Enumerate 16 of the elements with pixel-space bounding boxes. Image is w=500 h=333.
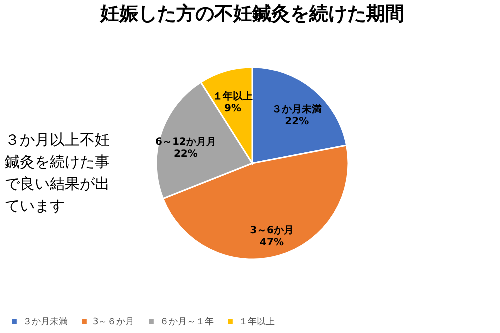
legend-label: ６か月～１年 bbox=[160, 316, 214, 328]
legend-label: １年以上 bbox=[239, 316, 275, 328]
text: で良い結果が出 bbox=[5, 175, 110, 193]
text: 6～12か月月 bbox=[155, 136, 216, 148]
data-label: 22% bbox=[285, 116, 310, 128]
text: 3～6か月 bbox=[250, 226, 294, 237]
data-label: 47% bbox=[260, 238, 284, 249]
data-label: 22% bbox=[174, 148, 198, 160]
data-label: 9% bbox=[224, 103, 242, 114]
text: 鍼灸を続けた事 bbox=[5, 153, 110, 171]
text: ています bbox=[5, 197, 65, 215]
slice-label: ３か月未満 bbox=[272, 104, 322, 116]
legend-label: 3～６か月 bbox=[93, 318, 135, 328]
chart-title: 妊娠した方の不妊鍼灸を続けた期間 bbox=[100, 3, 404, 25]
legend-label: ３か月未満 bbox=[23, 316, 68, 328]
text: ３か月以上不妊 bbox=[5, 131, 110, 149]
